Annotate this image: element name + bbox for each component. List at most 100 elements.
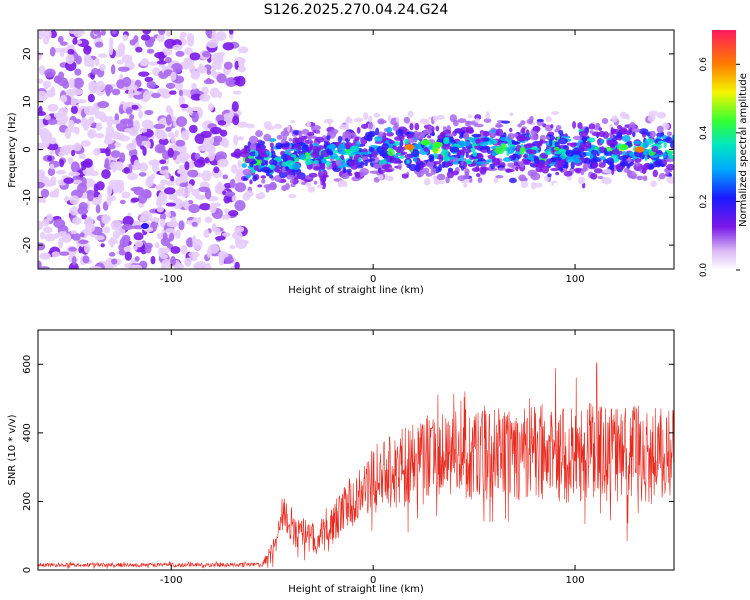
noise-blob xyxy=(159,218,166,228)
signal-blob xyxy=(349,145,360,153)
heatmap-cells xyxy=(38,30,674,269)
signal-blob xyxy=(448,136,455,143)
noise-blob xyxy=(194,261,207,269)
noise-blob xyxy=(234,182,247,193)
signal-blob xyxy=(483,118,492,123)
noise-blob xyxy=(68,78,75,89)
noise-blob xyxy=(68,119,75,129)
noise-blob xyxy=(110,150,121,158)
signal-blob xyxy=(242,168,253,176)
noise-blob xyxy=(72,88,83,95)
signal-blob xyxy=(287,124,291,133)
noise-blob xyxy=(39,252,51,260)
signal-blob xyxy=(305,181,312,188)
noise-blob xyxy=(209,87,220,98)
signal-blob xyxy=(578,144,584,152)
signal-blob xyxy=(306,121,312,128)
signal-blob xyxy=(662,152,667,159)
signal-blob xyxy=(621,155,630,159)
noise-blob xyxy=(159,132,168,140)
noise-blob xyxy=(228,210,239,217)
noise-blob xyxy=(234,261,240,269)
noise-blob xyxy=(138,172,147,177)
noise-blob xyxy=(233,134,239,146)
signal-blob xyxy=(266,172,270,177)
signal-blob xyxy=(652,169,659,178)
noise-blob xyxy=(100,30,106,36)
noise-blob xyxy=(39,127,50,139)
noise-blob xyxy=(230,266,236,269)
signal-blob xyxy=(351,132,356,137)
signal-blob xyxy=(435,125,440,132)
noise-blob xyxy=(156,33,165,43)
noise-blob xyxy=(151,92,161,99)
signal-blob xyxy=(669,141,674,149)
signal-blob xyxy=(399,140,404,147)
signal-blob xyxy=(328,143,336,150)
noise-blob xyxy=(49,163,55,170)
noise-blob xyxy=(178,220,185,231)
signal-blob xyxy=(465,126,474,134)
signal-blob xyxy=(249,143,257,151)
noise-blob xyxy=(71,149,76,157)
noise-blob xyxy=(197,144,209,152)
signal-blob xyxy=(471,133,482,138)
signal-blob xyxy=(244,145,251,154)
noise-blob xyxy=(163,187,176,195)
signal-blob xyxy=(628,127,633,133)
noise-blob xyxy=(211,33,223,42)
snr-plot-area xyxy=(38,330,674,570)
noise-blob xyxy=(234,200,246,211)
signal-blob xyxy=(377,174,384,180)
signal-blob xyxy=(353,117,364,123)
noise-blob xyxy=(211,223,217,232)
noise-blob xyxy=(197,216,202,223)
noise-blob xyxy=(141,222,150,229)
heatmap-x-label: Height of straight line (km) xyxy=(288,285,424,296)
noise-blob xyxy=(118,135,130,142)
signal-blob xyxy=(462,161,467,170)
noise-blob xyxy=(235,75,246,87)
signal-blob xyxy=(577,122,583,129)
noise-blob xyxy=(66,44,75,51)
noise-blob xyxy=(158,51,165,62)
signal-blob xyxy=(256,142,261,149)
signal-blob xyxy=(554,141,560,148)
signal-blob xyxy=(337,111,346,117)
noise-blob xyxy=(72,37,78,45)
signal-blob xyxy=(422,167,430,175)
signal-blob xyxy=(350,162,358,170)
signal-blob xyxy=(431,160,442,165)
signal-blob xyxy=(382,152,389,159)
signal-blob xyxy=(593,168,603,174)
signal-blob xyxy=(445,176,450,184)
noise-blob xyxy=(91,67,99,75)
noise-blob xyxy=(236,121,249,128)
noise-blob xyxy=(139,128,148,133)
signal-blob xyxy=(375,127,380,136)
noise-blob xyxy=(187,199,194,205)
noise-blob xyxy=(237,65,247,73)
signal-blob xyxy=(611,115,618,123)
signal-blob xyxy=(309,135,317,139)
signal-blob xyxy=(443,137,450,145)
noise-blob xyxy=(202,50,211,58)
noise-blob xyxy=(191,106,201,111)
colorbar-label: Normalized spectral amplitude xyxy=(738,73,749,227)
signal-blob xyxy=(521,127,526,134)
noise-blob xyxy=(146,81,157,89)
snr-y-tick-label: 600 xyxy=(22,355,33,374)
signal-blob xyxy=(430,105,435,114)
signal-blob xyxy=(633,161,641,167)
noise-blob xyxy=(67,157,74,165)
signal-blob xyxy=(520,180,529,188)
noise-blob xyxy=(124,251,132,261)
signal-blob xyxy=(307,131,315,137)
noise-blob xyxy=(161,258,173,269)
signal-blob xyxy=(493,176,499,184)
signal-blob xyxy=(527,156,534,161)
signal-blob xyxy=(531,122,536,126)
signal-blob xyxy=(312,125,321,131)
noise-blob xyxy=(167,147,174,158)
signal-blob xyxy=(509,177,517,184)
